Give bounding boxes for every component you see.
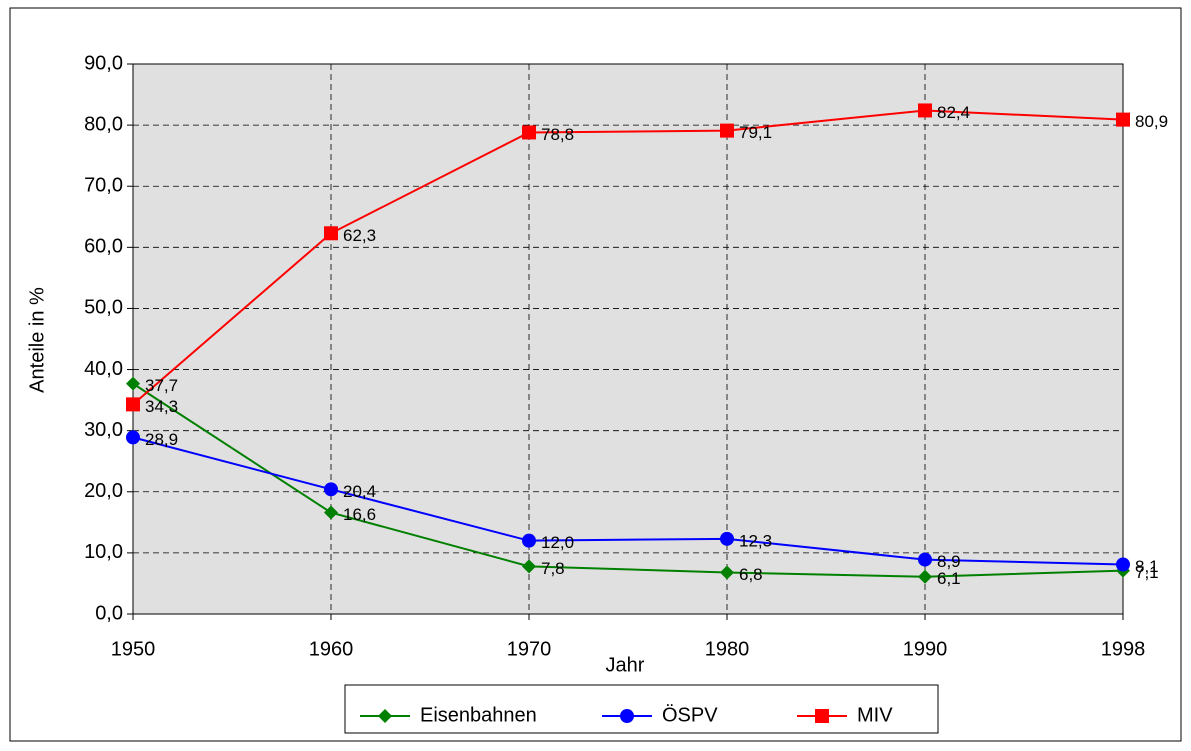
data-label: 28,9: [145, 430, 178, 449]
legend: [344, 684, 939, 734]
data-label: 8,9: [937, 552, 961, 571]
data-label: 16,6: [343, 505, 376, 524]
y-tick-label: 90,0: [84, 52, 123, 74]
data-label: 37,7: [145, 376, 178, 395]
series-line: [132, 382, 1124, 578]
data-label: 82,4: [937, 103, 970, 122]
point: [1116, 557, 1130, 572]
data-label: 62,3: [343, 226, 376, 245]
data-label: 78,8: [541, 125, 574, 144]
point: [522, 125, 536, 140]
y-axis-label: Anteile in %: [26, 287, 48, 393]
y-tick-label: 60,0: [84, 236, 123, 258]
data-label: 80,9: [1135, 112, 1168, 131]
data-label: 6,8: [739, 565, 763, 584]
y-tick-label: 40,0: [84, 358, 123, 380]
y-tick-label: 70,0: [84, 175, 123, 197]
legend-label: Eisenbahnen: [420, 704, 537, 726]
point: [324, 226, 338, 241]
x-tick-label: 1998: [1101, 638, 1146, 660]
data-label: 20,4: [343, 482, 376, 501]
point: [918, 552, 932, 567]
y-tick-label: 10,0: [84, 541, 123, 563]
plot-area: [132, 63, 1124, 615]
data-label: 6,1: [937, 569, 961, 588]
y-tick-label: 80,0: [84, 113, 123, 135]
data-label: 34,3: [145, 397, 178, 416]
legend-label: ÖSPV: [662, 704, 718, 726]
point: [324, 505, 338, 520]
legend-marker: [815, 709, 829, 723]
point: [324, 482, 338, 497]
y-tick-label: 50,0: [84, 297, 123, 319]
y-tick-label: 0,0: [95, 602, 123, 624]
series-line: [132, 109, 1124, 406]
series-line: [132, 436, 1124, 566]
legend-marker: [620, 709, 634, 723]
point: [126, 397, 140, 412]
point: [126, 430, 140, 445]
point: [918, 569, 932, 584]
y-tick-label: 20,0: [84, 480, 123, 502]
point: [720, 565, 734, 580]
data-label: 12,0: [541, 533, 574, 552]
legend-label: MIV: [857, 704, 893, 726]
data-label: 12,3: [739, 531, 772, 550]
x-tick-label: 1960: [309, 638, 354, 660]
y-tick-label: 30,0: [84, 419, 123, 441]
point: [126, 376, 140, 391]
data-label: 7,1: [1135, 563, 1159, 582]
legend-marker: [378, 709, 392, 723]
point: [1116, 112, 1130, 127]
point: [522, 559, 536, 574]
x-tick-label: 1970: [507, 638, 552, 660]
data-label: 8,1: [1135, 557, 1159, 576]
point: [720, 531, 734, 546]
x-tick-label: 1990: [903, 638, 948, 660]
point: [720, 123, 734, 138]
point: [918, 103, 932, 118]
data-label: 79,1: [739, 123, 772, 142]
x-tick-label: 1980: [705, 638, 750, 660]
point: [522, 533, 536, 548]
x-axis-label: Jahr: [606, 654, 645, 676]
x-tick-label: 1950: [111, 638, 156, 660]
data-label: 7,8: [541, 559, 565, 578]
